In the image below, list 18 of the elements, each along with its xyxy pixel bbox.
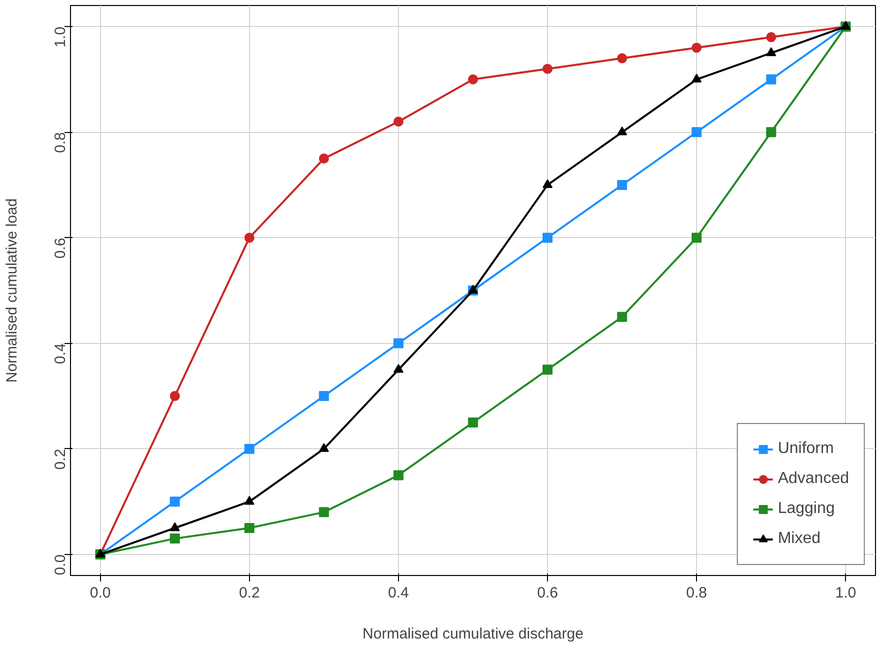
- x-tick-label: 0.6: [537, 584, 558, 602]
- y-tick-label: 0.2: [52, 448, 69, 470]
- legend-label: Lagging: [778, 500, 835, 518]
- y-axis-title: Normalised cumulative load: [4, 198, 20, 383]
- y-tick-label: 0.4: [52, 343, 69, 364]
- y-tick-label: 0.0: [52, 554, 69, 576]
- y-tick-label: 1.0: [52, 26, 69, 48]
- y-tick-label: 0.8: [52, 132, 69, 154]
- x-tick-label: 0.8: [686, 584, 708, 602]
- x-tick-label: 1.0: [835, 584, 856, 602]
- legend-label: Mixed: [778, 530, 821, 548]
- x-tick-label: 0.0: [90, 584, 111, 602]
- legend-label: Advanced: [778, 470, 849, 488]
- x-axis-title: Normalised cumulative discharge: [362, 626, 584, 642]
- legend-label: Uniform: [778, 440, 834, 458]
- x-tick-label: 0.4: [388, 584, 409, 602]
- x-tick-label: 0.2: [238, 584, 260, 602]
- y-tick-label: 0.6: [52, 238, 69, 259]
